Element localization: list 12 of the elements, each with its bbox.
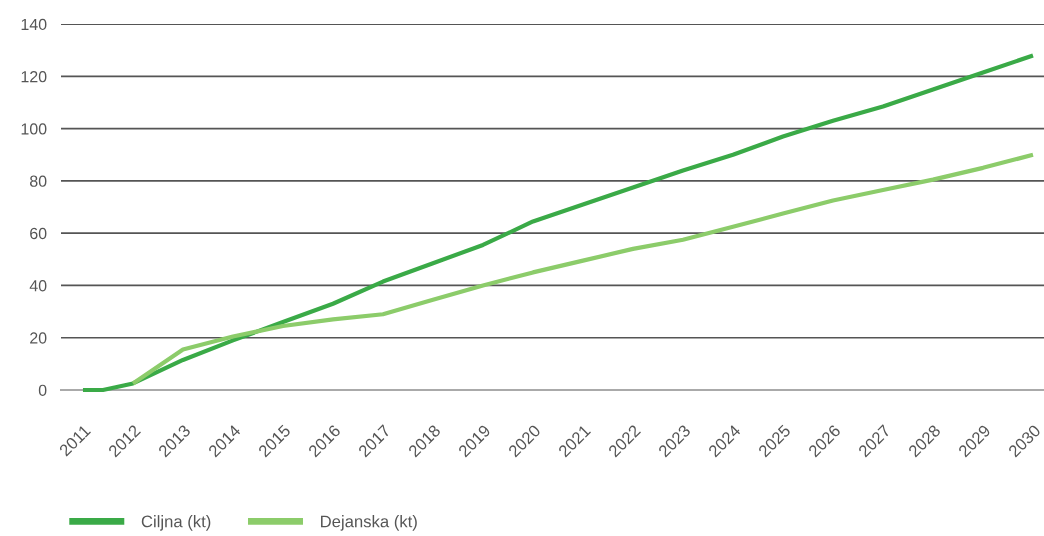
- line-series: [80, 53, 1036, 393]
- y-tick-label: 0: [38, 384, 47, 396]
- y-tick-label: 140: [21, 18, 47, 31]
- y-tick-label: 60: [30, 227, 47, 240]
- line-series: [130, 152, 1036, 386]
- y-tick-label: 20: [30, 332, 47, 344]
- y-tick-label: 80: [30, 175, 47, 187]
- legend-label: Dejanska (kt): [321, 515, 417, 531]
- y-tick-label: 40: [29, 280, 47, 292]
- y-tick-label: 100: [21, 123, 47, 135]
- y-tick-label: 120: [21, 71, 47, 83]
- legend-label: Ciljna (kt): [141, 515, 211, 531]
